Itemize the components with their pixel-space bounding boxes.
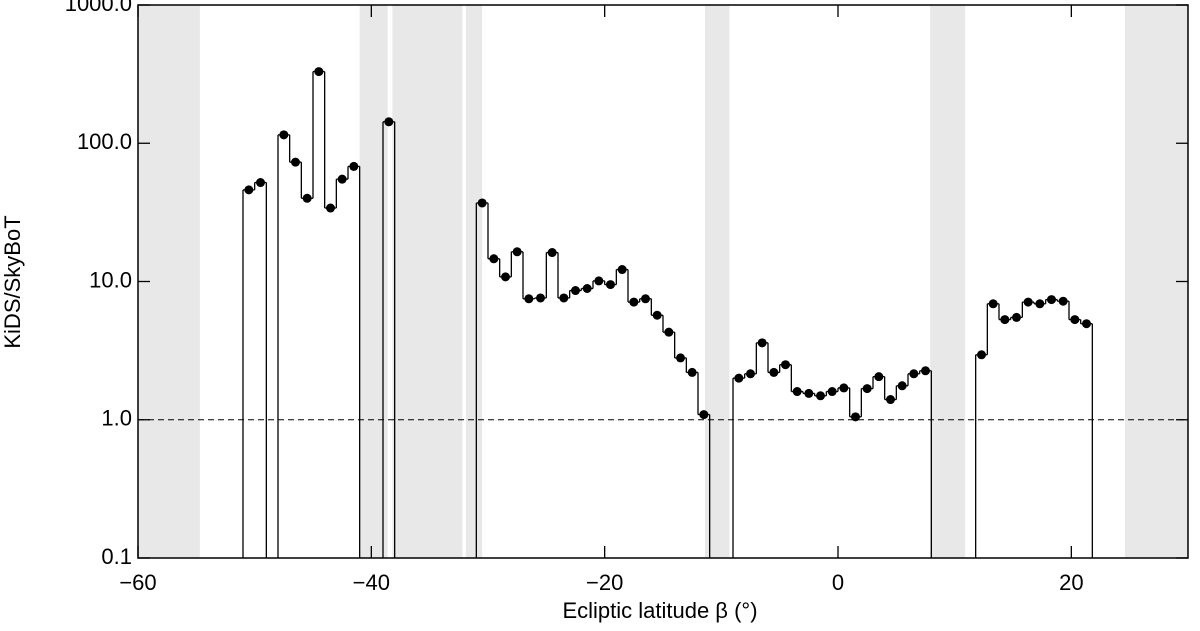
data-point — [1082, 319, 1091, 329]
shaded-region — [465, 5, 483, 558]
data-point — [547, 248, 557, 258]
data-point — [582, 283, 592, 293]
data-point — [326, 203, 335, 213]
data-point — [524, 294, 534, 304]
x-tick-label: 0 — [832, 570, 844, 595]
data-point — [291, 157, 300, 167]
data-point — [816, 391, 825, 401]
y-tick-label: 10.0 — [89, 267, 132, 292]
data-point — [477, 198, 487, 208]
data-point — [337, 174, 347, 184]
x-tick-label: −40 — [353, 570, 390, 595]
data-point — [909, 369, 919, 379]
data-point — [571, 286, 580, 296]
data-point — [1012, 312, 1021, 322]
data-point — [988, 299, 998, 309]
data-point — [687, 367, 697, 377]
data-point — [746, 369, 755, 379]
shaded-region — [705, 5, 730, 558]
y-tick-label: 1000.0 — [65, 0, 132, 16]
data-point — [769, 367, 779, 377]
shaded-region — [392, 5, 463, 558]
data-point — [512, 247, 522, 257]
data-point — [349, 161, 359, 171]
data-point — [384, 117, 394, 127]
data-point — [536, 293, 545, 303]
y-tick-label: 0.1 — [101, 544, 132, 569]
plot-frame — [137, 4, 1189, 559]
data-point — [641, 294, 650, 304]
data-point — [1070, 315, 1080, 325]
data-point — [594, 276, 604, 286]
data-point — [302, 193, 312, 203]
data-point — [664, 327, 674, 337]
data-point — [606, 280, 615, 290]
data-point — [256, 178, 265, 188]
data-point — [804, 388, 814, 398]
x-tick-label: −20 — [586, 570, 623, 595]
data-point — [244, 185, 254, 195]
data-point — [1035, 299, 1045, 309]
data-point — [839, 383, 849, 393]
data-point — [617, 265, 627, 275]
data-point — [1047, 295, 1056, 305]
data-point — [314, 67, 324, 77]
data-point — [977, 350, 986, 360]
data-point — [874, 372, 884, 382]
data-point — [1058, 296, 1068, 306]
data-point — [501, 272, 510, 282]
data-point — [862, 384, 872, 394]
y-axis-label: KiDS/SkyBoT — [0, 215, 25, 348]
data-point — [699, 410, 709, 420]
data-point — [559, 293, 569, 303]
data-point — [734, 373, 744, 383]
data-point — [1023, 297, 1033, 307]
data-point — [897, 381, 907, 391]
data-point — [629, 297, 639, 307]
data-point — [279, 130, 289, 140]
data-point — [652, 310, 662, 320]
data-point — [827, 387, 837, 397]
y-tick-label: 100.0 — [77, 129, 132, 154]
data-point — [1000, 315, 1010, 325]
data-point — [886, 395, 895, 405]
data-point — [921, 366, 930, 376]
data-point — [792, 387, 802, 397]
shaded-region — [930, 5, 966, 558]
x-tick-label: 20 — [1059, 570, 1083, 595]
x-axis-label: Ecliptic latitude β (°) — [562, 598, 757, 623]
x-tick-label: −60 — [119, 570, 156, 595]
data-point — [757, 338, 767, 348]
data-point — [851, 412, 860, 422]
data-point — [781, 360, 790, 370]
y-tick-label: 1.0 — [101, 406, 132, 431]
data-point — [676, 353, 685, 363]
data-point — [489, 254, 499, 264]
